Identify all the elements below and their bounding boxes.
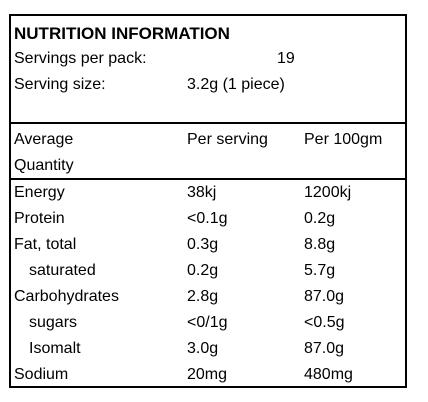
servings-per-pack-label: Servings per pack: bbox=[14, 50, 147, 67]
per-serving-value: 2.8g bbox=[187, 288, 219, 305]
nutrient-label: Energy bbox=[14, 184, 65, 201]
per-100-value: 8.8g bbox=[304, 236, 336, 253]
col-header-average: Average bbox=[14, 131, 74, 148]
per-100-value: <0.5g bbox=[304, 314, 345, 331]
per-100-value: 480mg bbox=[304, 366, 353, 383]
nutrient-label: Protein bbox=[14, 210, 65, 227]
header-divider bbox=[11, 122, 405, 124]
servings-per-pack-value: 19 bbox=[277, 50, 295, 67]
nutrient-label: saturated bbox=[29, 262, 96, 279]
per-serving-value: 20mg bbox=[187, 366, 228, 383]
per-100-value: 87.0g bbox=[304, 340, 345, 357]
col-header-per-serving: Per serving bbox=[187, 131, 268, 148]
per-serving-value: <0.1g bbox=[187, 210, 228, 227]
serving-size-label: Serving size: bbox=[14, 76, 106, 93]
col-header-per-100gm: Per 100gm bbox=[304, 131, 383, 148]
per-100-value: 5.7g bbox=[304, 262, 336, 279]
per-serving-value: 0.2g bbox=[187, 262, 219, 279]
column-header-divider bbox=[11, 178, 405, 180]
per-100-value: 87.0g bbox=[304, 288, 345, 305]
nutrition-panel: NUTRITION INFORMATION Servings per pack:… bbox=[9, 14, 407, 388]
per-serving-value: 3.0g bbox=[187, 340, 219, 357]
col-header-quantity: Quantity bbox=[14, 157, 74, 174]
nutrient-label: Carbohydrates bbox=[14, 288, 119, 305]
nutrient-label: sugars bbox=[29, 314, 78, 331]
per-serving-value: 38kj bbox=[187, 184, 217, 201]
panel-title: NUTRITION INFORMATION bbox=[14, 24, 230, 43]
nutrient-label: Isomalt bbox=[29, 340, 81, 357]
per-100-value: 1200kj bbox=[304, 184, 352, 201]
nutrient-label: Sodium bbox=[14, 366, 69, 383]
serving-size-value: 3.2g (1 piece) bbox=[187, 76, 285, 93]
nutrient-label: Fat, total bbox=[14, 236, 77, 253]
per-serving-value: 0.3g bbox=[187, 236, 219, 253]
per-100-value: 0.2g bbox=[304, 210, 336, 227]
per-serving-value: <0/1g bbox=[187, 314, 228, 331]
